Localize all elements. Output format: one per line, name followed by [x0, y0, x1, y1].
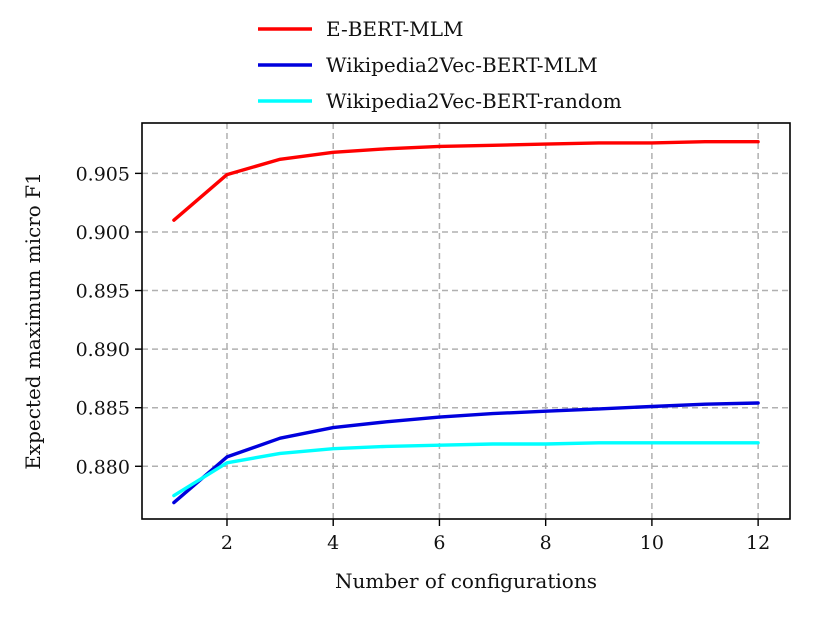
x-axis-ticks: 2 4 6 8 10 12	[221, 519, 770, 554]
x-tick-label: 10	[640, 532, 664, 554]
y-axis-label: Expected maximum micro F1	[21, 172, 45, 470]
y-tick-label: 0.900	[76, 222, 130, 244]
x-tick-label: 4	[327, 532, 339, 554]
legend-label: E-BERT-MLM	[326, 17, 464, 41]
y-tick-label: 0.895	[76, 281, 130, 303]
series-line-2	[172, 401, 760, 505]
x-tick-label: 12	[746, 532, 770, 554]
legend: E-BERT-MLM Wikipedia2Vec-BERT-MLM Wikipedi…	[258, 17, 622, 113]
legend-label: Wikipedia2Vec-BERT-random	[326, 89, 622, 113]
series-line-3	[172, 441, 760, 498]
x-tick-label: 8	[540, 532, 552, 554]
y-tick-label: 0.885	[76, 398, 130, 420]
y-axis-ticks: 0.880 0.885 0.890 0.895 0.900 0.905	[76, 163, 142, 478]
x-tick-label: 2	[221, 532, 233, 554]
plot-frame	[141, 122, 791, 520]
grid-lines	[142, 123, 790, 519]
series-line-1	[172, 139, 760, 222]
x-axis-label: Number of configurations	[335, 569, 597, 593]
y-tick-label: 0.890	[76, 339, 130, 361]
y-tick-label: 0.905	[76, 163, 130, 185]
series-lines	[172, 139, 760, 505]
legend-label: Wikipedia2Vec-BERT-MLM	[326, 53, 598, 77]
y-tick-label: 0.880	[76, 456, 130, 478]
x-tick-label: 6	[433, 532, 445, 554]
